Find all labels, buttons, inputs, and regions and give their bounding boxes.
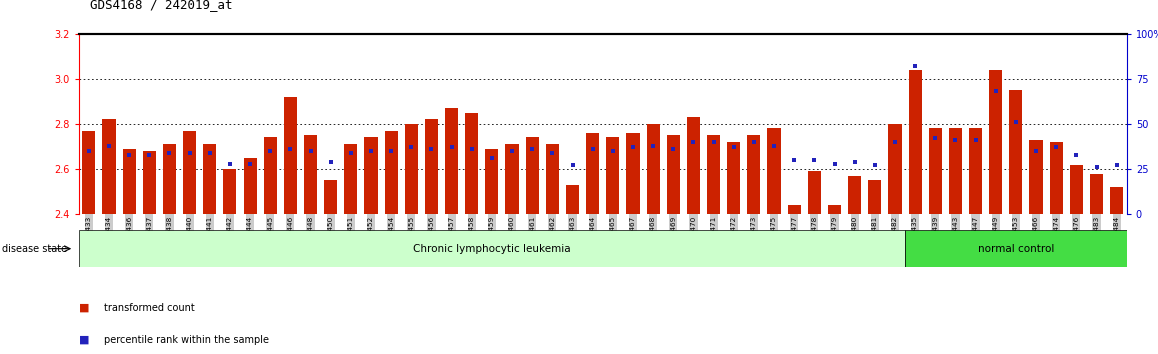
Bar <box>79 230 906 267</box>
Bar <box>768 129 780 214</box>
Text: percentile rank within the sample: percentile rank within the sample <box>104 335 269 345</box>
Bar <box>989 70 1003 214</box>
Bar <box>1029 140 1042 214</box>
Bar <box>264 137 277 214</box>
Bar <box>586 133 599 214</box>
Bar <box>163 144 176 214</box>
Bar <box>1010 90 1023 214</box>
Bar <box>526 137 538 214</box>
Text: normal control: normal control <box>977 244 1054 254</box>
Bar <box>727 142 740 214</box>
Bar <box>848 176 862 214</box>
Bar <box>445 108 459 214</box>
Bar <box>969 129 982 214</box>
Bar <box>506 144 519 214</box>
Bar <box>808 171 821 214</box>
Bar <box>344 144 358 214</box>
Bar <box>284 97 296 214</box>
Bar <box>868 180 881 214</box>
Bar <box>607 137 620 214</box>
Bar <box>466 113 478 214</box>
Text: ■: ■ <box>79 335 93 345</box>
Bar <box>626 133 639 214</box>
Bar <box>906 230 1127 267</box>
Text: disease state: disease state <box>2 244 67 254</box>
Text: transformed count: transformed count <box>104 303 195 313</box>
Bar <box>566 185 579 214</box>
Bar <box>102 119 116 214</box>
Bar <box>909 70 922 214</box>
Bar <box>948 129 962 214</box>
Bar <box>787 205 800 214</box>
Bar <box>687 117 699 214</box>
Bar <box>485 149 498 214</box>
Bar <box>929 129 941 214</box>
Bar <box>183 131 196 214</box>
Bar <box>303 135 317 214</box>
Bar <box>888 124 902 214</box>
Text: Chronic lymphocytic leukemia: Chronic lymphocytic leukemia <box>413 244 571 254</box>
Bar <box>425 119 438 214</box>
Text: ■: ■ <box>79 303 93 313</box>
Bar <box>324 180 337 214</box>
Bar <box>203 144 217 214</box>
Bar <box>1049 142 1063 214</box>
Bar <box>667 135 680 214</box>
Bar <box>405 124 418 214</box>
Bar <box>1070 165 1083 214</box>
Bar <box>384 131 397 214</box>
Bar <box>123 149 135 214</box>
Bar <box>1090 173 1104 214</box>
Bar <box>365 137 378 214</box>
Bar <box>82 131 95 214</box>
Bar <box>223 169 236 214</box>
Text: GDS4168 / 242019_at: GDS4168 / 242019_at <box>90 0 233 11</box>
Bar <box>747 135 761 214</box>
Bar <box>1111 187 1123 214</box>
Bar <box>545 144 559 214</box>
Bar <box>708 135 720 214</box>
Bar <box>243 158 257 214</box>
Bar <box>142 151 156 214</box>
Bar <box>828 205 841 214</box>
Bar <box>646 124 660 214</box>
